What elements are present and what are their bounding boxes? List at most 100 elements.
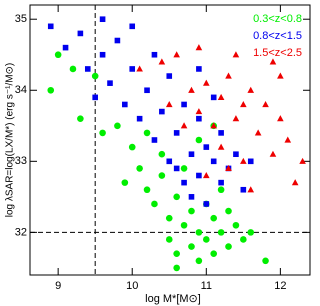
point [240,236,247,243]
point [196,115,202,122]
x-tick-label: 10 [126,280,138,292]
point [159,108,165,115]
point [240,157,247,164]
point [136,65,143,72]
point [225,72,232,79]
legend-entry: 0.3<z<0.8 [253,13,302,25]
point [173,130,180,136]
point [188,207,195,215]
point [247,229,255,236]
point [217,229,225,236]
point [277,72,284,79]
point [91,72,99,80]
point [269,150,277,157]
point [269,58,277,65]
x-tick-label: 12 [274,280,286,292]
point [217,143,225,150]
point [181,179,187,186]
point [195,108,203,115]
point [203,201,210,207]
point [195,136,203,144]
point [54,51,62,59]
point [143,186,151,194]
point [203,144,210,150]
point [166,73,173,79]
point [232,51,240,58]
point [262,257,269,265]
point [165,100,173,108]
point [180,122,188,129]
point [254,129,262,136]
point [143,129,151,137]
point [195,257,203,265]
point [196,66,202,72]
point [158,58,166,65]
point [232,221,240,229]
point [114,37,121,44]
point [277,115,284,122]
point [121,179,129,186]
point [173,193,180,201]
point [99,51,106,58]
point [247,86,255,93]
x-tick-label: 11 [201,280,212,292]
plot-frame [29,4,311,276]
point [247,186,255,193]
point [210,214,218,222]
legend-entry: 0.8<z<1.5 [253,30,302,42]
point [114,122,121,130]
point [122,101,128,108]
point [202,172,210,179]
legend-entry: 1.5<z<2.5 [253,47,302,59]
point [69,65,77,73]
point [262,100,269,108]
point [225,164,232,172]
point [136,115,143,122]
y-tick-label: 33 [15,155,27,167]
point [202,236,210,243]
point [173,51,180,58]
point [210,158,217,165]
point [151,200,158,208]
point [218,179,224,186]
point [188,151,195,158]
point [128,143,136,151]
point [173,264,180,272]
point [62,44,69,51]
point [299,157,306,164]
point [284,136,292,143]
point [84,66,91,72]
point [240,100,247,108]
point [188,194,195,200]
point [158,150,166,158]
point [144,87,150,94]
point [129,23,136,30]
point [165,236,173,243]
y-tick-label: 32 [15,226,27,238]
point [92,94,98,101]
point [47,86,55,94]
point [188,86,195,93]
point [180,221,188,229]
point [210,250,218,257]
point [99,129,106,137]
point [232,115,240,122]
point [151,137,158,143]
point [291,179,299,186]
point [202,79,210,86]
point [233,151,239,158]
point [225,207,232,215]
x-axis-label: log M*[M⊙] [145,293,201,305]
point [77,115,84,122]
point [151,51,158,58]
point [188,243,195,250]
point [240,186,247,193]
y-tick-label: 34 [15,84,27,96]
point [181,101,187,108]
point [218,130,224,136]
point [195,229,203,236]
point [195,44,203,51]
point [210,94,217,101]
point [173,250,180,257]
